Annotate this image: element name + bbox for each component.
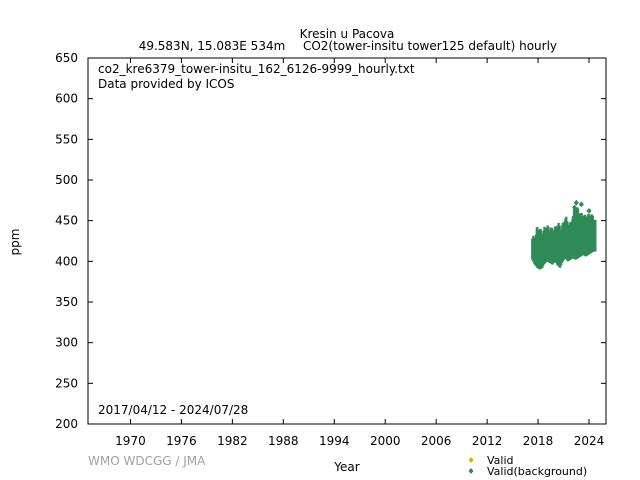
legend-marker-valid bbox=[468, 457, 474, 463]
x-tick-label: 2012 bbox=[472, 434, 503, 448]
chart-subtitle-series: CO2(tower-insitu tower125 default) hourl… bbox=[303, 39, 557, 53]
date-range-label: 2017/04/12 - 2024/07/28 bbox=[98, 403, 248, 417]
x-tick-label: 1970 bbox=[115, 434, 146, 448]
x-tick-label: 2006 bbox=[421, 434, 452, 448]
legend-label-background: Valid(background) bbox=[487, 465, 587, 478]
x-tick-label: 2024 bbox=[574, 434, 605, 448]
y-tick-label: 400 bbox=[55, 254, 78, 268]
x-tick-label: 1976 bbox=[166, 434, 197, 448]
y-tick-label: 200 bbox=[55, 417, 78, 431]
x-tick-label: 1988 bbox=[268, 434, 299, 448]
y-tick-label: 550 bbox=[55, 132, 78, 146]
data-provider-label: Data provided by ICOS bbox=[98, 77, 234, 91]
x-axis-label: Year bbox=[333, 460, 359, 474]
x-axis: 1970 1976 1982 1988 1994 2000 2006 2012 2018 2024 bbox=[115, 58, 604, 448]
chart-subtitle-location: 49.583N, 15.083E 534m bbox=[139, 39, 286, 53]
chart-title-station: Kresin u Pacova bbox=[300, 27, 395, 41]
plot-area-frame bbox=[87, 57, 607, 425]
y-tick-label: 600 bbox=[55, 92, 78, 106]
data-filename-label: co2_kre6379_tower-insitu_162_6126-9999_h… bbox=[98, 62, 415, 76]
x-tick-label: 1982 bbox=[217, 434, 248, 448]
data-point bbox=[586, 207, 592, 214]
x-tick-label: 1994 bbox=[319, 434, 350, 448]
y-axis-label: ppm bbox=[8, 229, 22, 256]
legend: Valid Valid(background) bbox=[468, 454, 587, 478]
y-tick-label: 650 bbox=[55, 51, 78, 65]
x-tick-label: 2018 bbox=[523, 434, 554, 448]
data-point bbox=[578, 201, 584, 208]
y-tick-label: 300 bbox=[55, 336, 78, 350]
data-point-band bbox=[594, 219, 597, 252]
y-tick-label: 250 bbox=[55, 376, 78, 390]
legend-label-valid: Valid bbox=[487, 454, 514, 467]
data-point bbox=[572, 204, 578, 211]
data-points bbox=[531, 199, 597, 270]
x-tick-label: 2000 bbox=[370, 434, 401, 448]
data-point bbox=[573, 199, 579, 206]
y-axis: 200 250 300 350 400 450 500 550 600 650 bbox=[55, 51, 606, 431]
legend-marker-background bbox=[468, 468, 474, 474]
y-tick-label: 500 bbox=[55, 173, 78, 187]
wmo-credit-label: WMO WDCGG / JMA bbox=[88, 454, 206, 468]
y-tick-label: 450 bbox=[55, 214, 78, 228]
y-tick-label: 350 bbox=[55, 295, 78, 309]
